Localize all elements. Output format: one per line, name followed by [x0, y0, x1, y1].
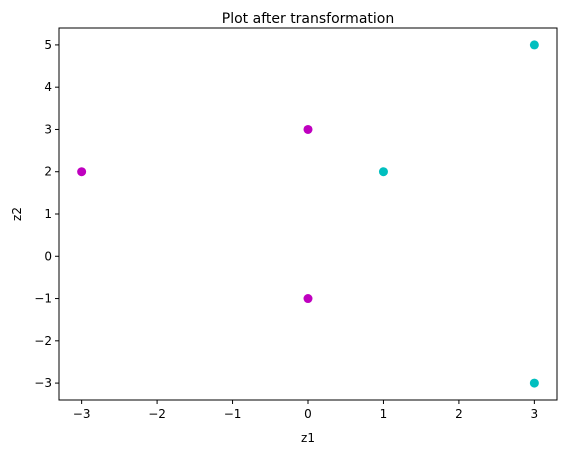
- y-tick-label: 0: [44, 249, 52, 263]
- x-tick-label: 3: [531, 407, 539, 421]
- x-tick-label: 2: [455, 407, 463, 421]
- y-tick-label: 4: [44, 80, 52, 94]
- y-tick-label: −1: [34, 292, 52, 306]
- x-tick-label: 1: [380, 407, 388, 421]
- plot-area: [58, 27, 558, 401]
- y-tick-label: −2: [34, 334, 52, 348]
- y-tick-label: 2: [44, 165, 52, 179]
- y-tick-label: 1: [44, 207, 52, 221]
- y-axis: −3 −2 −1 0 1 2 3 4 5: [34, 38, 59, 390]
- data-point: [303, 294, 313, 304]
- y-axis-label: z2: [10, 207, 24, 221]
- y-tick-label: 5: [44, 38, 52, 52]
- data-point: [77, 167, 87, 177]
- data-point: [529, 378, 539, 388]
- y-tick-label: −3: [34, 376, 52, 390]
- data-point: [529, 40, 539, 50]
- data-point: [303, 124, 313, 134]
- chart-title: Plot after transformation: [222, 11, 394, 27]
- data-points: [77, 40, 539, 388]
- data-point: [378, 167, 388, 177]
- x-tick-label: −3: [73, 407, 91, 421]
- x-axis-label: z1: [301, 431, 315, 445]
- x-tick-label: −2: [148, 407, 166, 421]
- x-tick-label: 0: [304, 407, 312, 421]
- x-tick-label: −1: [224, 407, 242, 421]
- x-axis: −3 −2 −1 0 1 2 3: [73, 400, 538, 421]
- y-tick-label: 3: [44, 122, 52, 136]
